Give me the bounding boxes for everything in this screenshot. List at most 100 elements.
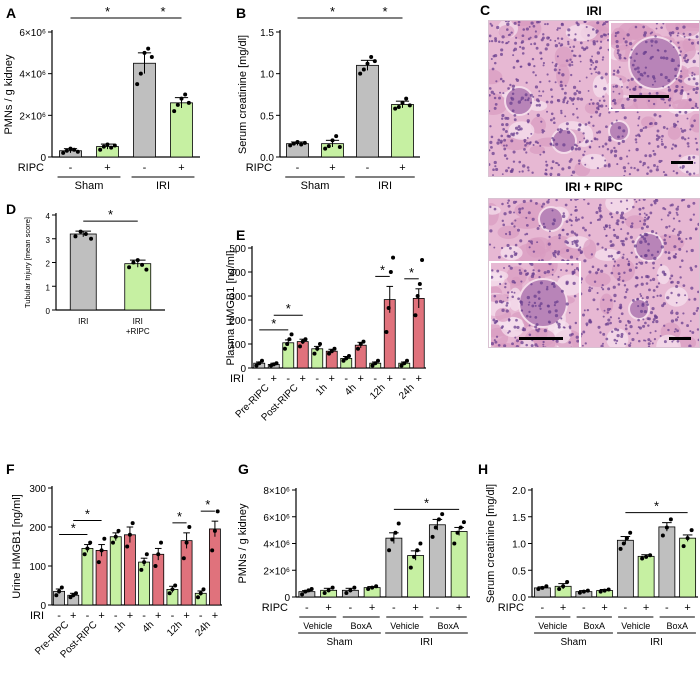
nucleus [578, 140, 581, 143]
nucleus [649, 211, 653, 215]
data-point [341, 358, 346, 363]
data-point [105, 142, 110, 147]
nucleus [581, 344, 584, 347]
nucleus [655, 134, 659, 137]
nucleus [598, 145, 601, 148]
nucleus [519, 239, 523, 243]
data-point [334, 134, 339, 139]
nucleus [653, 164, 656, 167]
nucleus [622, 129, 626, 133]
nucleus [632, 205, 635, 209]
nucleus [691, 106, 695, 109]
nucleus [533, 64, 536, 68]
nucleus [519, 45, 522, 49]
nucleus [533, 301, 537, 305]
nucleus [544, 47, 548, 51]
nucleus [581, 216, 584, 219]
significance-star: * [654, 499, 659, 514]
nucleus [534, 325, 538, 329]
nucleus [537, 269, 541, 273]
nucleus [489, 34, 492, 38]
nucleus [591, 28, 595, 31]
nucleus [502, 223, 506, 227]
nucleus [671, 229, 675, 233]
nucleus [551, 209, 554, 212]
nucleus [664, 250, 668, 254]
nucleus [642, 25, 645, 29]
category-label: - [392, 602, 396, 614]
significance-star: * [105, 4, 110, 19]
data-point [102, 536, 107, 541]
nucleus [540, 120, 543, 123]
nucleus [584, 123, 588, 126]
nucleus [555, 142, 559, 146]
nucleus [549, 172, 553, 176]
nucleus [614, 84, 619, 88]
nucleus [671, 309, 674, 312]
nucleus [655, 232, 658, 235]
tubule [500, 137, 531, 151]
significance-star: * [286, 301, 291, 316]
y-tick-label: 4×10⁶ [19, 70, 46, 81]
data-point [374, 584, 379, 589]
nucleus [528, 310, 531, 313]
nucleus [551, 273, 554, 276]
category-label: + [560, 602, 566, 614]
nucleus [650, 39, 654, 43]
nucleus [689, 236, 693, 240]
nucleus [536, 329, 540, 333]
nucleus [671, 147, 674, 150]
nucleus [557, 163, 561, 167]
group-label: Vehicle [538, 621, 567, 631]
nucleus [561, 167, 565, 171]
nucleus [650, 253, 654, 257]
significance-star: * [330, 4, 335, 19]
nucleus [690, 41, 695, 45]
nucleus [689, 128, 692, 131]
nucleus [504, 21, 508, 23]
nucleus [554, 301, 557, 304]
nucleus [695, 91, 698, 94]
nucleus [623, 295, 627, 299]
nucleus [655, 23, 659, 25]
nucleus [562, 98, 566, 102]
nucleus [571, 49, 574, 53]
nucleus [654, 121, 658, 126]
nucleus [491, 275, 494, 279]
data-point [413, 313, 418, 318]
nucleus [620, 312, 624, 316]
nucleus [575, 144, 578, 147]
nucleus [627, 79, 630, 82]
nucleus [552, 144, 555, 147]
nucleus [680, 127, 683, 130]
nucleus [552, 285, 556, 288]
data-point [312, 351, 317, 356]
nucleus [504, 254, 508, 258]
data-point [540, 585, 545, 590]
nucleus [568, 218, 572, 222]
nucleus [498, 282, 502, 286]
nucleus [599, 203, 602, 207]
category-label: - [315, 373, 319, 385]
nucleus [515, 318, 518, 322]
nucleus [505, 309, 509, 313]
nucleus [559, 128, 562, 130]
scale-bar [629, 95, 669, 98]
nucleus [596, 102, 600, 106]
nucleus [520, 96, 524, 100]
nucleus [662, 85, 665, 88]
nucleus [491, 67, 495, 71]
nucleus [628, 41, 633, 46]
data-point [302, 140, 307, 145]
nucleus [629, 88, 632, 91]
data-point [384, 330, 389, 334]
nucleus [677, 41, 680, 44]
nucleus [635, 200, 638, 203]
nucleus [687, 77, 691, 81]
nucleus [555, 321, 559, 324]
nucleus [588, 234, 591, 237]
nucleus [597, 269, 600, 272]
nucleus [631, 63, 635, 67]
nucleus [575, 244, 579, 248]
